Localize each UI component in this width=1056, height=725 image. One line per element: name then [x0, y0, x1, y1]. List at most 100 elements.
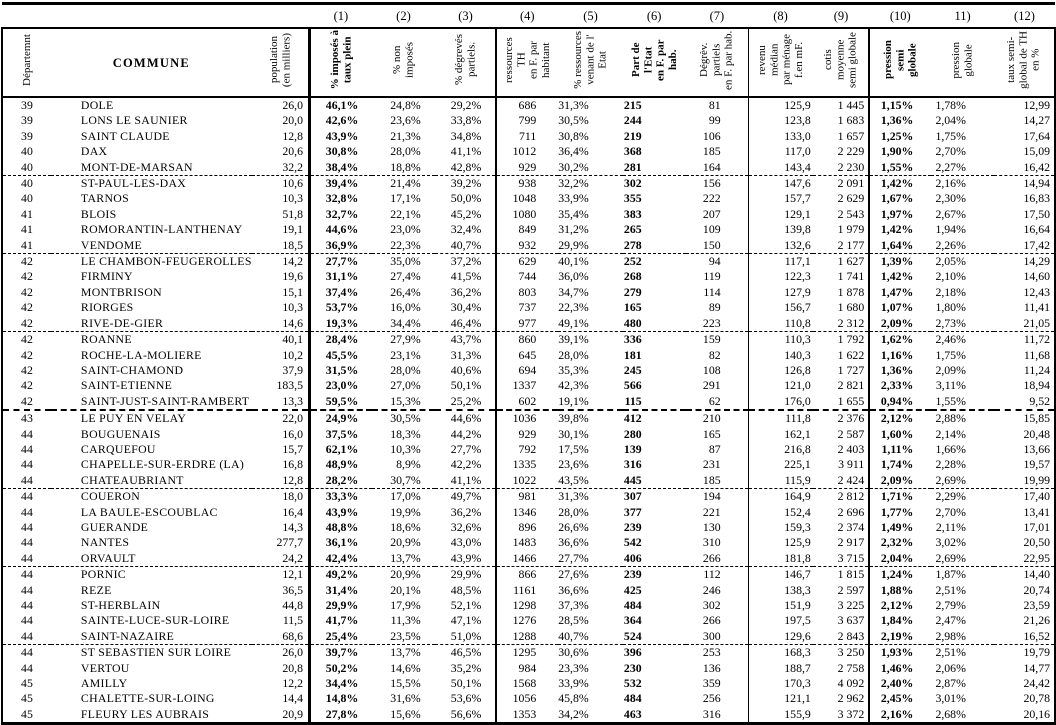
cell-ressources-th: 932 — [495, 237, 559, 255]
cell-pct-non-imposes: 19,9% — [390, 504, 421, 519]
cell-degrev-partiels: 150 — [685, 237, 749, 255]
cell-degrev-partiels: 246 — [702, 582, 721, 597]
cell-pression-globale: 1,80% — [935, 300, 966, 315]
cell-ressources-th: 1056 — [495, 691, 559, 707]
cell-pression-globale: 3,02% — [935, 535, 966, 550]
cell-cotis-moyenne: 1 445 — [837, 98, 865, 112]
cell-ressources-th: 896 — [495, 519, 559, 536]
cell-pct-non-imposes: 34,4% — [372, 315, 435, 333]
cell-pct-non-imposes: 17,0% — [390, 489, 421, 504]
cell-pct-taux-plein: 53,7% — [308, 300, 373, 316]
cell-degrev-partiels: 112 — [703, 567, 721, 582]
cell-pct-taux-plein: 34,4% — [308, 676, 373, 692]
cell-revenu-median: 139,8 — [747, 222, 813, 238]
cell-dept: 44 — [1, 472, 51, 490]
cell-population: 20,9 — [251, 706, 310, 725]
cell-pct-degreves-partiels: 43,9% — [434, 550, 497, 568]
cell-pct-degreves-partiels: 46,4% — [434, 315, 497, 333]
cell-pct-taux-plein: 48,8% — [308, 519, 373, 536]
cell-pression-globale: 1,66% — [935, 441, 966, 456]
cell-revenu-median: 122,3 — [747, 269, 813, 285]
cell-pression-globale: 2,69% — [931, 472, 994, 490]
cell-pct-non-imposes: 23,0% — [390, 222, 421, 237]
cell-pct-degreves-partiels: 44,2% — [450, 426, 482, 441]
cell-cotis-moyenne: 2 843 — [812, 628, 870, 646]
cell-pression-semi-globale: 1,16% — [868, 347, 932, 363]
cell-pct-ressources-etat: 36,4% — [558, 144, 589, 159]
cell-revenu-median: 164,9 — [747, 488, 813, 505]
cell-dept: 44 — [1, 519, 51, 536]
cell-part-etat: 480 — [622, 315, 686, 333]
cell-pct-ressources-etat: 31,3% — [558, 489, 589, 504]
cell-pct-non-imposes: 22,1% — [390, 206, 421, 221]
cell-cotis-moyenne: 1 741 — [837, 269, 865, 284]
cell-pression-semi-globale: 2,32% — [868, 535, 932, 551]
cell-pct-non-imposes: 14,6% — [390, 660, 421, 675]
cell-pression-globale: 1,75% — [935, 128, 966, 143]
cell-pression-globale: 2,88% — [935, 411, 966, 426]
cell-dept: 45 — [1, 706, 51, 725]
table-row: 42 LE CHAMBON-FEUGEROLLES 14,2 27,7% 35,0% 37… — [1, 253, 1056, 270]
cell-pression-globale: 2,27% — [931, 159, 994, 177]
cell-taux-semi-global: 20,74 — [993, 582, 1056, 598]
cell-population: 36,5 — [282, 582, 304, 597]
cell-ressources-th: 1353 — [495, 706, 559, 725]
cell-ressources-th: 1466 — [495, 550, 559, 568]
cell-dept: 41 — [1, 237, 51, 255]
cell-dept: 45 — [1, 676, 51, 692]
cell-pct-ressources-etat: 27,7% — [558, 550, 623, 568]
cell-revenu-median: 121,0 — [747, 378, 813, 394]
cell-part-etat: 406 — [622, 550, 686, 568]
cell-dept: 40 — [1, 159, 51, 177]
cell-commune: SAINTE-LUCE-SUR-LOIRE — [80, 613, 230, 628]
cell-part-etat: 532 — [623, 676, 642, 691]
cell-pct-degreves-partiels: 44,6% — [450, 411, 482, 426]
cell-degrev-partiels: 291 — [702, 378, 721, 393]
cell-population: 20,8 — [282, 660, 304, 675]
cell-pct-taux-plein: 42,4% — [308, 550, 373, 568]
cell-population: 40,1 — [282, 332, 304, 347]
cell-pct-degreves-partiels: 41,1% — [434, 472, 497, 490]
cell-dept: 44 — [1, 644, 51, 661]
cell-pct-non-imposes: 30,7% — [372, 472, 435, 490]
cell-population: 10,3 — [282, 300, 304, 315]
cell-revenu-median: 147,6 — [747, 175, 813, 192]
cell-pression-semi-globale: 1,77% — [868, 504, 932, 520]
cell-population: 19,1 — [282, 222, 304, 237]
cell-part-etat: 181 — [623, 347, 642, 362]
cell-pct-taux-plein: 27,8% — [308, 706, 373, 725]
cell-commune: CHAPELLE-SUR-ERDRE (LA) — [80, 457, 245, 472]
cell-taux-semi-global: 14,60 — [993, 269, 1056, 285]
cell-cotis-moyenne: 2 229 — [837, 144, 865, 159]
cell-degrev-partiels: 114 — [703, 284, 721, 299]
cell-ressources-th: 981 — [495, 488, 559, 505]
cell-degrev-partiels: 136 — [702, 660, 721, 675]
cell-pct-taux-plein: 43,9% — [308, 504, 373, 520]
cell-ressources-th: 1483 — [495, 535, 559, 551]
cell-dept: 39 — [1, 97, 51, 114]
cell-pression-semi-globale: 2,19% — [868, 628, 932, 646]
col-number-2: (2) — [372, 2, 435, 29]
cell-commune: SAINT CLAUDE — [80, 128, 170, 143]
cell-degrev-partiels: 207 — [702, 206, 721, 221]
cell-pression-semi-globale: 2,45% — [868, 691, 932, 707]
cell-ressources-th: 929 — [495, 426, 559, 442]
cell-pct-degreves-partiels: 49,7% — [450, 489, 482, 504]
cell-commune: FIRMINY — [80, 269, 133, 284]
cell-taux-semi-global: 19,57 — [993, 457, 1056, 473]
cell-pression-globale: 1,75% — [935, 347, 966, 362]
cell-ressources-th: 1335 — [495, 457, 559, 473]
cell-taux-semi-global: 24,42 — [993, 676, 1056, 692]
cell-taux-semi-global: 16,64 — [993, 222, 1056, 238]
table-row: 44 CHATEAUBRIANT 12,8 28,2% 30,7% 41,1% 1022 43… — [1, 472, 1056, 490]
cell-population: 16,4 — [282, 504, 304, 519]
cell-ressources-th: 1568 — [495, 676, 559, 692]
col-number-3: (3) — [434, 2, 497, 29]
cell-pression-globale: 2,47% — [935, 613, 966, 628]
cell-cotis-moyenne: 1 657 — [837, 128, 865, 143]
header-pct-degreves-partiels: % dégrevés partiels. — [434, 28, 497, 98]
cell-degrev-partiels: 159 — [702, 332, 721, 347]
cell-revenu-median: 138,3 — [747, 582, 813, 598]
cell-ressources-th: 711 — [495, 128, 559, 145]
cell-population: 44,8 — [282, 598, 304, 612]
